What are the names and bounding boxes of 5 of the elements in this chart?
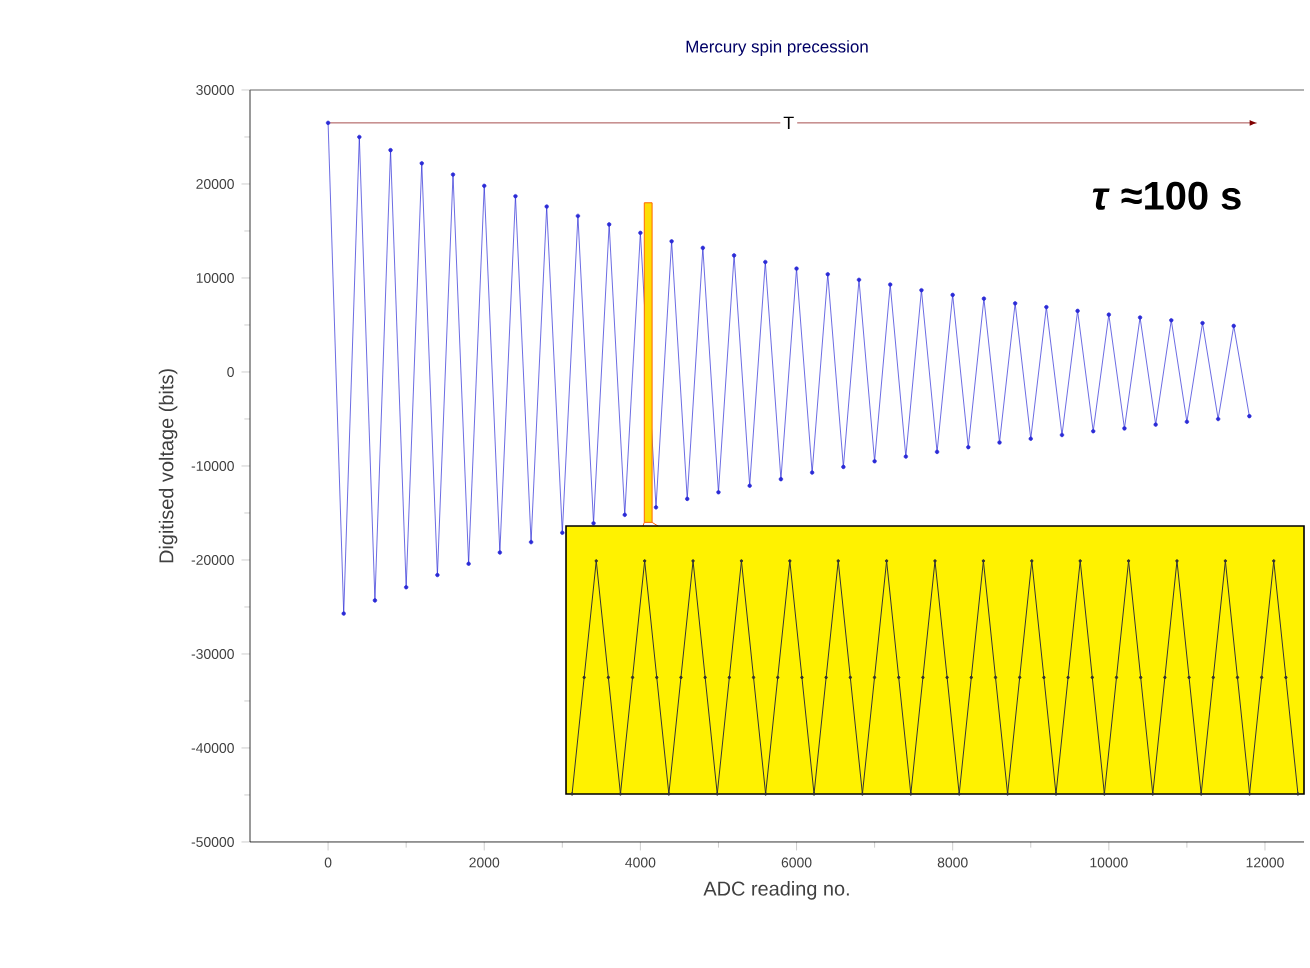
- annotation: T: [783, 116, 794, 130]
- annotation: τ ≈100 s: [1092, 181, 1241, 210]
- y-axis-title: Digitised voltage (bits): [158, 369, 178, 563]
- x-axis-title: ADC reading no.: [703, 881, 849, 900]
- chart-title: Mercury spin precession: [686, 40, 868, 56]
